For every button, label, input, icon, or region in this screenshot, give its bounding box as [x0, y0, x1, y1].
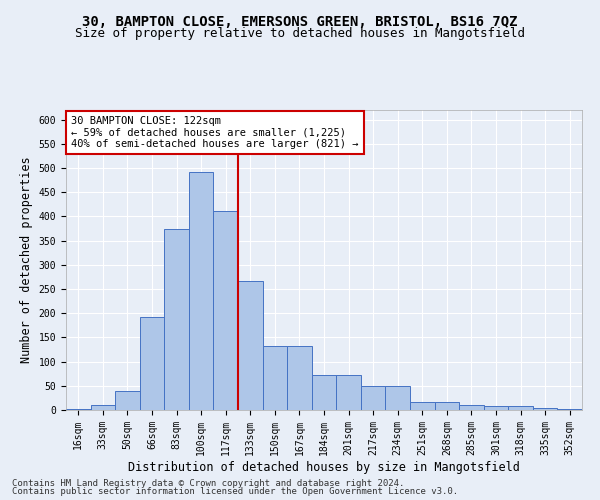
Bar: [189, 172, 214, 410]
Text: Contains public sector information licensed under the Open Government Licence v3: Contains public sector information licen…: [12, 487, 458, 496]
Bar: [459, 405, 484, 410]
Bar: [434, 402, 459, 410]
Bar: [214, 211, 238, 410]
Text: 30, BAMPTON CLOSE, EMERSONS GREEN, BRISTOL, BS16 7QZ: 30, BAMPTON CLOSE, EMERSONS GREEN, BRIST…: [82, 15, 518, 29]
Bar: [287, 346, 312, 410]
Bar: [91, 405, 115, 410]
Bar: [263, 346, 287, 410]
Bar: [140, 316, 164, 410]
Bar: [361, 386, 385, 410]
Bar: [385, 386, 410, 410]
Y-axis label: Number of detached properties: Number of detached properties: [20, 156, 33, 364]
X-axis label: Distribution of detached houses by size in Mangotsfield: Distribution of detached houses by size …: [128, 460, 520, 473]
Bar: [164, 228, 189, 410]
Bar: [557, 408, 582, 410]
Bar: [508, 406, 533, 410]
Text: Contains HM Land Registry data © Crown copyright and database right 2024.: Contains HM Land Registry data © Crown c…: [12, 478, 404, 488]
Bar: [533, 408, 557, 410]
Text: Size of property relative to detached houses in Mangotsfield: Size of property relative to detached ho…: [75, 28, 525, 40]
Bar: [115, 390, 140, 410]
Bar: [484, 406, 508, 410]
Bar: [410, 402, 434, 410]
Bar: [312, 374, 336, 410]
Text: 30 BAMPTON CLOSE: 122sqm
← 59% of detached houses are smaller (1,225)
40% of sem: 30 BAMPTON CLOSE: 122sqm ← 59% of detach…: [71, 116, 359, 149]
Bar: [66, 409, 91, 410]
Bar: [238, 281, 263, 410]
Bar: [336, 374, 361, 410]
